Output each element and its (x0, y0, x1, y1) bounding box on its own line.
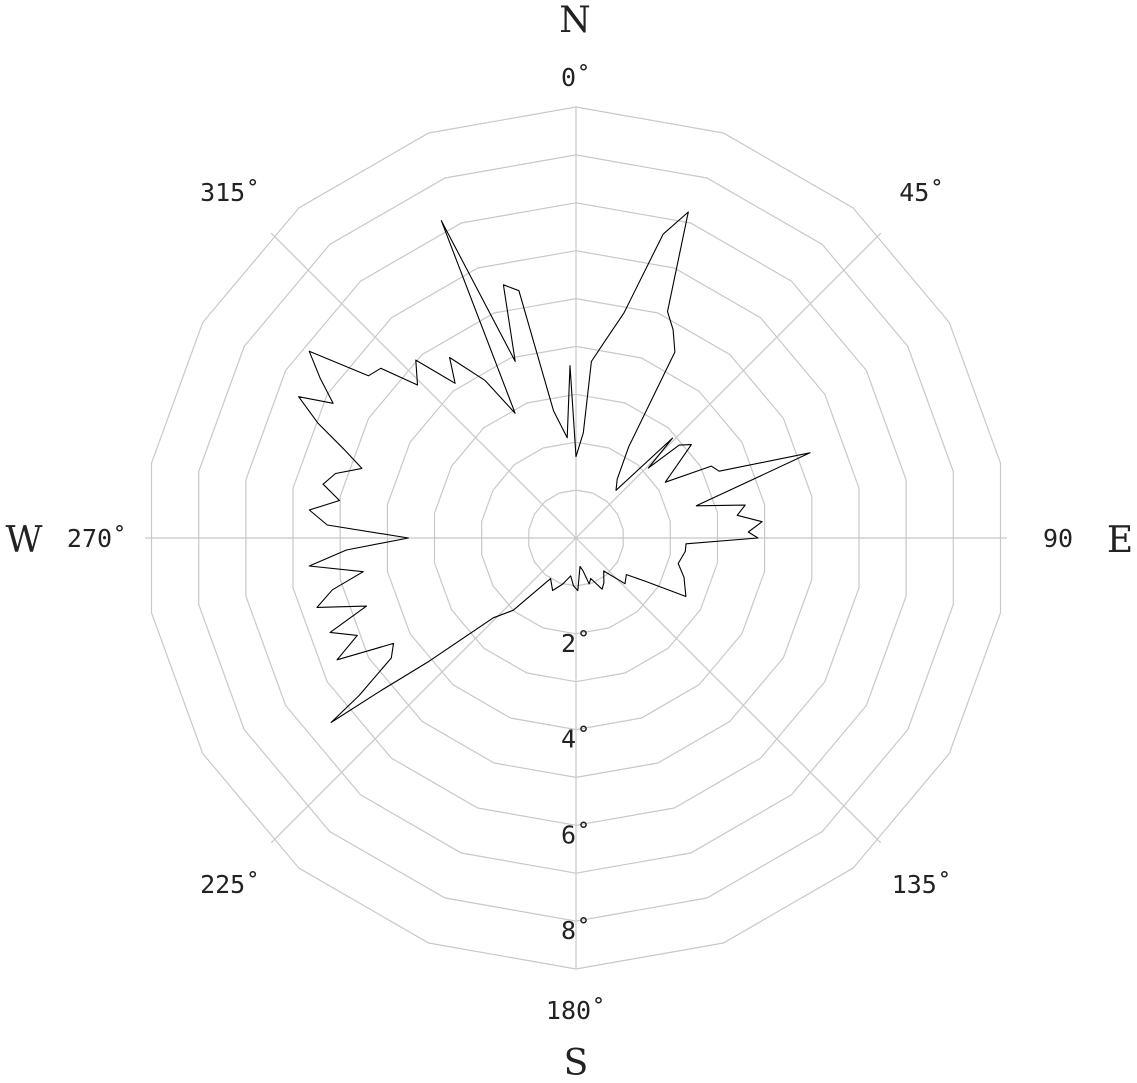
angle-label: 270˚ (67, 524, 127, 553)
labels-layer: 0˚ 45˚ 90 135˚ 180˚ 225˚ 270˚ 315˚ 2˚ 4˚ 6˚ 8˚ N E S W (5, 0, 1133, 1083)
polar-grid (145, 106, 1007, 970)
cardinal-label-west: W (5, 520, 42, 561)
cardinal-label-south: S (564, 1043, 589, 1083)
cardinal-label-north: N (559, 0, 591, 41)
series-line (298, 211, 811, 723)
angle-label: 45˚ (899, 178, 944, 207)
grid-spoke (575, 232, 882, 539)
radial-label: 8˚ (561, 916, 591, 945)
angle-label: 225˚ (200, 870, 260, 899)
angle-label: 90 (1043, 524, 1073, 553)
radial-label: 6˚ (561, 820, 591, 849)
grid-spoke (270, 232, 577, 539)
radial-label: 4˚ (561, 725, 591, 754)
angle-label: 315˚ (200, 178, 260, 207)
grid-spoke (270, 537, 577, 844)
grid-spoke (575, 537, 882, 844)
radial-label: 2˚ (561, 629, 591, 658)
angle-label: 180˚ (546, 996, 606, 1025)
angle-label: 135˚ (892, 870, 952, 899)
angle-label: 0˚ (561, 63, 591, 92)
series-layer (298, 211, 811, 723)
cardinal-label-east: E (1107, 520, 1133, 561)
